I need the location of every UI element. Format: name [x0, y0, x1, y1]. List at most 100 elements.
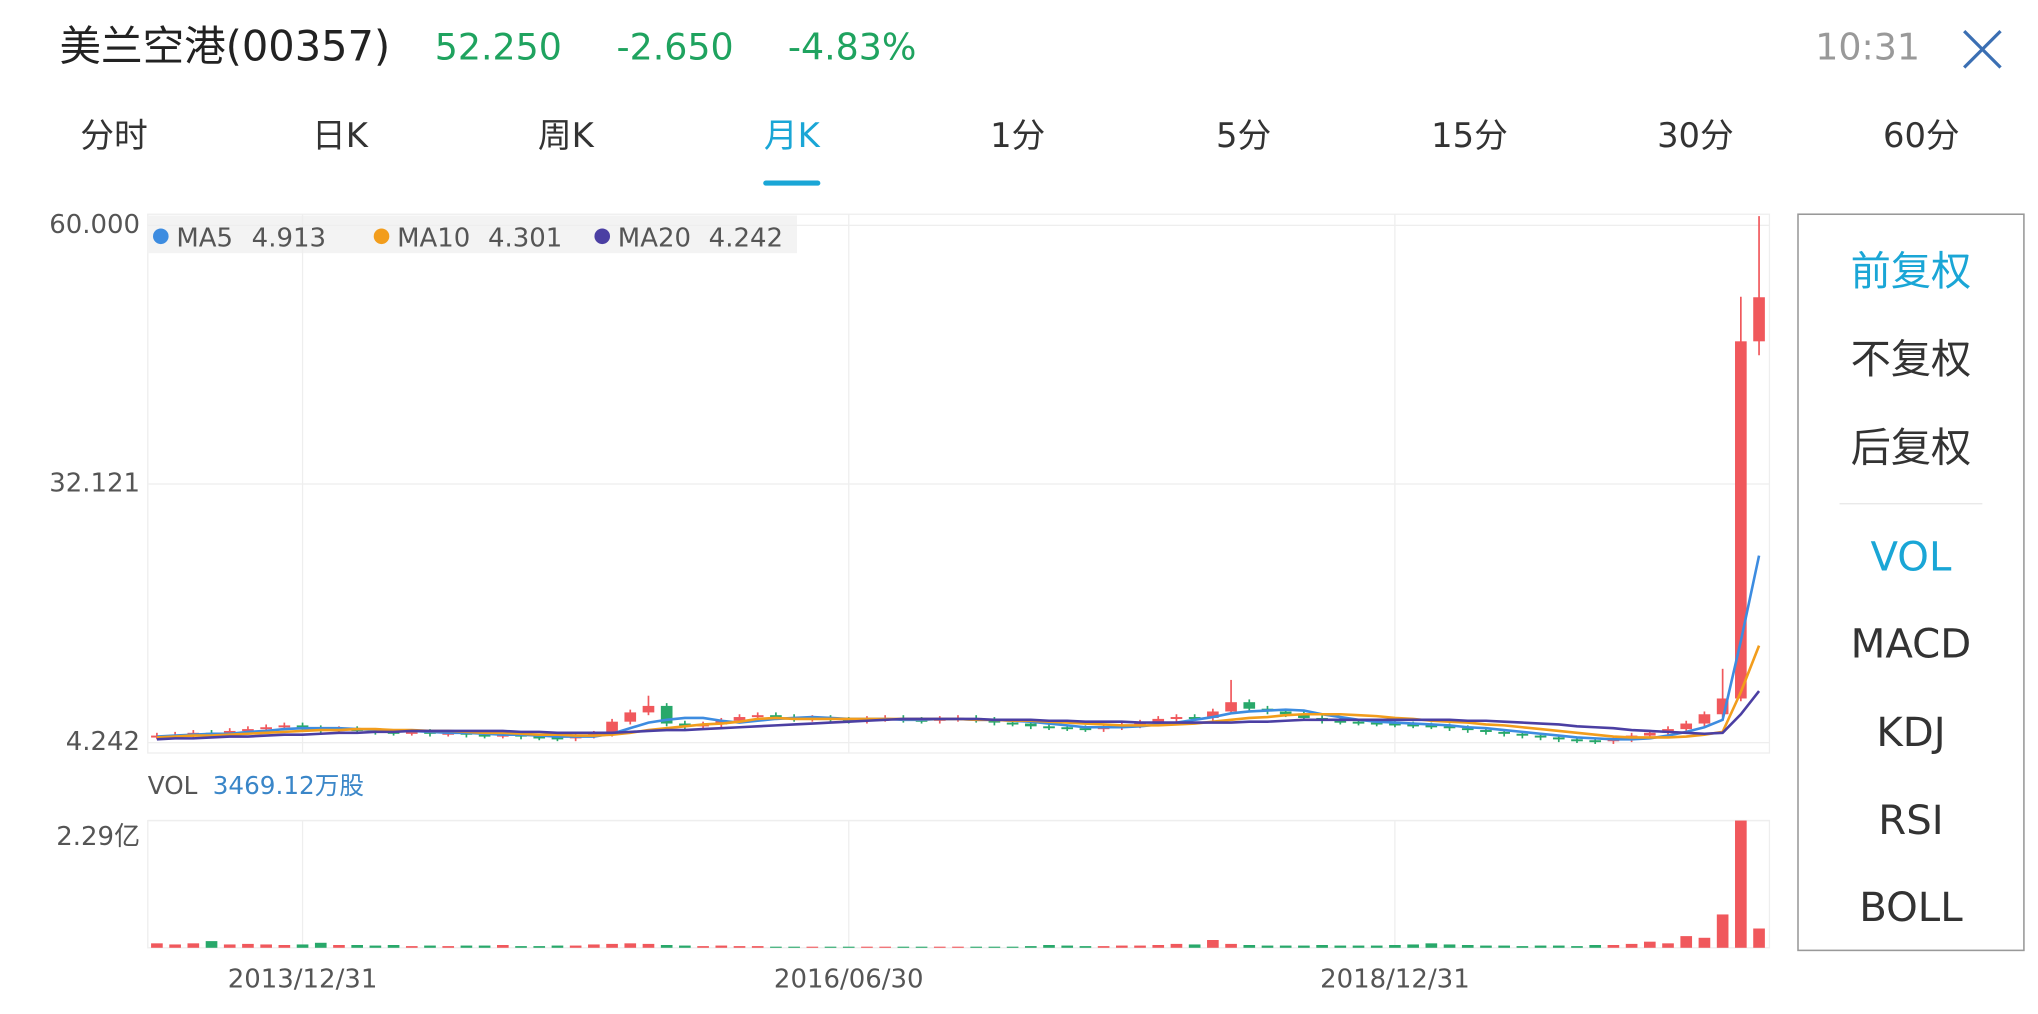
- menu-item[interactable]: 后复权: [1851, 426, 1972, 472]
- volume-bar: [897, 946, 910, 948]
- tab[interactable]: 30分: [1657, 116, 1734, 155]
- menu-item[interactable]: RSI: [1878, 798, 1943, 844]
- volume-bar: [1625, 943, 1638, 948]
- candle-body: [1735, 341, 1747, 699]
- candle-body: [1279, 711, 1292, 715]
- tab[interactable]: 1分: [990, 116, 1045, 155]
- volume-bar: [933, 946, 946, 948]
- volume-bar: [496, 945, 509, 948]
- side-panel: [1797, 213, 2025, 952]
- time: 10:31: [1815, 25, 1920, 68]
- candle-body: [1006, 722, 1019, 725]
- y-tick-label: 4.242: [66, 727, 140, 757]
- candle-body: [260, 727, 272, 730]
- candle-body: [1024, 723, 1037, 727]
- volume-bar: [1116, 945, 1128, 948]
- volume-bar: [1716, 914, 1729, 948]
- volume-bar: [296, 944, 309, 948]
- candle-body: [1534, 735, 1547, 738]
- change: -2.650: [617, 25, 734, 68]
- legend-value: 4.913: [252, 223, 326, 253]
- candle-body: [1498, 731, 1510, 734]
- volume-bar: [715, 945, 728, 948]
- volume-bar: [824, 946, 837, 948]
- candle-body: [1334, 720, 1347, 723]
- volume-bar: [697, 946, 709, 948]
- volume-bar: [1534, 945, 1547, 948]
- tab[interactable]: 日K: [312, 116, 369, 155]
- candle-body: [1516, 733, 1529, 736]
- volume-readout: 3469.12万股: [213, 771, 364, 800]
- tab[interactable]: 15分: [1431, 116, 1508, 155]
- candle-body: [606, 721, 618, 734]
- legend-name: MA10: [397, 223, 470, 253]
- candle-body: [1552, 737, 1565, 740]
- menu-item[interactable]: 不复权: [1851, 337, 1972, 383]
- candle-body: [1188, 717, 1201, 719]
- tab[interactable]: 周K: [538, 116, 595, 155]
- volume-bar: [660, 945, 673, 948]
- candle-body: [1425, 725, 1438, 728]
- volume-bar: [642, 943, 655, 948]
- menu-item[interactable]: BOLL: [1859, 885, 1963, 931]
- tab[interactable]: 分时: [80, 116, 148, 155]
- volume-bar: [988, 946, 1001, 948]
- candle-body: [624, 712, 637, 722]
- volume-bar: [1006, 946, 1019, 948]
- candle-body: [1352, 721, 1365, 724]
- volume-bar: [733, 946, 746, 948]
- menu-item[interactable]: 前复权: [1851, 249, 1972, 295]
- candle-body: [1589, 740, 1602, 743]
- volume-bar: [533, 946, 546, 948]
- candle-body: [1461, 728, 1474, 731]
- close-button[interactable]: [1963, 30, 2002, 69]
- candle-body: [751, 715, 764, 718]
- volume-bar: [606, 943, 618, 948]
- y-tick-label: 32.121: [49, 468, 140, 498]
- tab[interactable]: 月K: [764, 116, 821, 155]
- candle-body: [988, 719, 1001, 723]
- x-tick-label: 2018/12/31: [1320, 965, 1470, 995]
- candle-body: [1243, 702, 1256, 709]
- volume-bar: [1188, 944, 1201, 948]
- price: 52.250: [435, 25, 562, 68]
- volume-bar: [788, 946, 800, 948]
- candle-body: [1443, 726, 1456, 729]
- volume-bar: [551, 945, 564, 948]
- volume-bar: [1079, 946, 1092, 948]
- close-icon: [1963, 30, 2002, 69]
- candle-body: [770, 715, 782, 718]
- candle-body: [1370, 722, 1383, 725]
- volume-bar: [1261, 945, 1274, 948]
- volume-bar: [1298, 945, 1310, 948]
- candle-body: [278, 725, 291, 728]
- x-tick-label: 2016/06/30: [774, 965, 924, 995]
- menu-item[interactable]: MACD: [1851, 622, 1972, 668]
- volume-bar: [1571, 946, 1583, 948]
- candle-body: [1680, 723, 1693, 730]
- volume-bar: [624, 943, 637, 948]
- volume-bar: [1152, 945, 1165, 948]
- volume-bar: [1334, 945, 1347, 948]
- candle-body: [642, 705, 655, 713]
- volume-bar: [1389, 945, 1401, 948]
- tab[interactable]: 5分: [1216, 116, 1271, 155]
- menu-item[interactable]: KDJ: [1876, 710, 1945, 756]
- legend-value: 4.242: [709, 223, 783, 253]
- menu-item[interactable]: VOL: [1871, 535, 1952, 581]
- volume-bar: [1643, 941, 1656, 948]
- candle-body: [1043, 726, 1055, 729]
- volume-bar: [1698, 937, 1711, 948]
- volume-bar: [1370, 945, 1383, 948]
- candle-body: [242, 729, 254, 732]
- volume-bar: [1607, 945, 1620, 948]
- volume-bar: [915, 946, 928, 948]
- stock-name: 美兰空港(00357): [60, 21, 391, 70]
- volume-bar: [1243, 945, 1256, 948]
- volume-bar: [1225, 943, 1237, 948]
- tab[interactable]: 60分: [1883, 116, 1960, 155]
- volume-bar: [1043, 945, 1055, 948]
- volume-bar: [1753, 928, 1765, 948]
